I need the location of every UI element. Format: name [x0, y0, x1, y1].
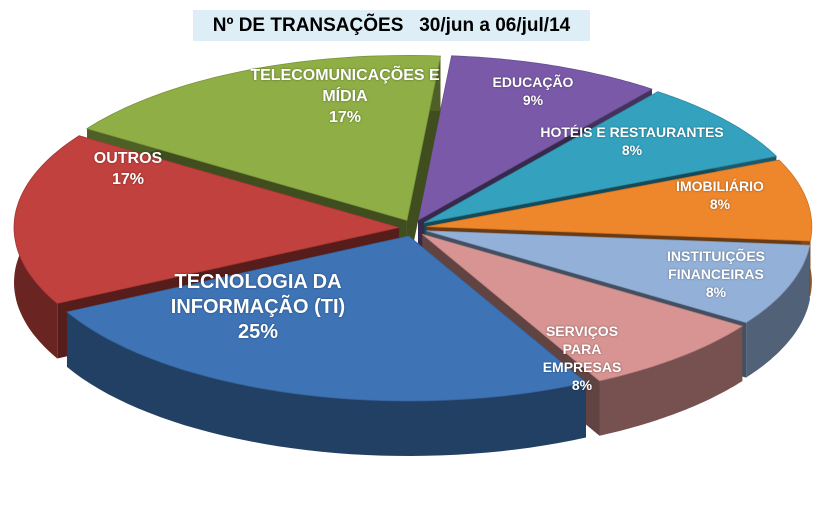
slice-label-imobiliario: IMOBILIÁRIO 8% [676, 177, 764, 213]
pie-slice-5 [66, 235, 587, 456]
label-pct: 8% [705, 284, 727, 300]
slice-top [66, 235, 587, 402]
label-name: EDUCAÇÃO [492, 74, 574, 90]
label-name: IMOBILIÁRIO [676, 178, 764, 194]
slice-label-servicos: SERVIÇOS PARA EMPRESAS 8% [527, 322, 637, 394]
label-pct: 25% [237, 321, 279, 343]
label-pct: 8% [621, 142, 643, 158]
slice-wall [406, 56, 441, 276]
slice-top [426, 230, 811, 324]
label-name: INSTITUIÇÕES FINANCEIRAS [666, 248, 765, 282]
label-pct: 17% [328, 109, 362, 126]
slice-top [86, 54, 441, 221]
label-name: TECNOLOGIA DA INFORMAÇÃO (TI) [170, 271, 346, 318]
label-name: HOTÉIS E RESTAURANTES [540, 124, 724, 140]
slice-label-hoteis: HOTÉIS E RESTAURANTES 8% [540, 123, 723, 159]
label-name: SERVIÇOS PARA EMPRESAS [542, 323, 622, 375]
slice-top [423, 91, 778, 224]
label-name: OUTROS [93, 150, 163, 167]
slice-label-educacao: EDUCAÇÃO 9% [493, 73, 574, 109]
label-pct: 17% [111, 171, 145, 188]
slice-label-ti: TECNOLOGIA DA INFORMAÇÃO (TI) 25% [148, 270, 368, 345]
slice-label-outros: OUTROS 17% [94, 148, 162, 190]
label-name: TELECOMUNICAÇÕES E MÍDIA [250, 67, 440, 105]
slice-label-telecom: TELECOMUNICAÇÕES E MÍDIA 17% [240, 65, 450, 128]
slice-top [417, 55, 653, 221]
slice-label-instituicoes: INSTITUIÇÕES FINANCEIRAS 8% [656, 247, 776, 301]
slice-side [599, 326, 743, 436]
slice-top [13, 135, 400, 304]
slice-top [422, 233, 744, 382]
label-pct: 8% [709, 196, 731, 212]
label-pct: 9% [522, 92, 544, 108]
slice-side [746, 245, 810, 378]
slice-side [67, 311, 586, 456]
label-pct: 8% [571, 377, 593, 393]
chart-title: Nº DE TRANSAÇÕES 30/jun a 06/jul/14 [193, 10, 590, 41]
slice-top [426, 159, 813, 242]
